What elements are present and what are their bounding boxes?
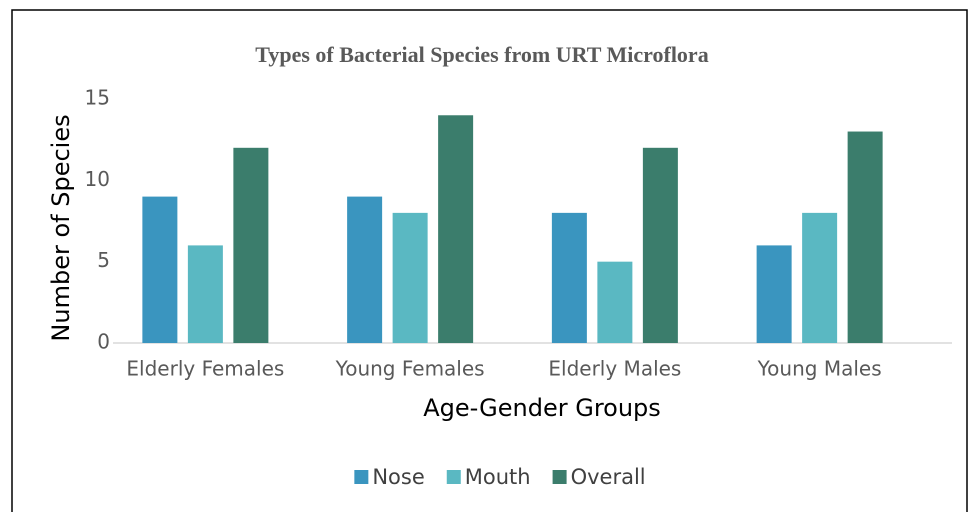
x-tick-label: Elderly Males xyxy=(548,357,681,381)
legend-swatch xyxy=(552,470,567,484)
y-tick-label: 10 xyxy=(85,167,110,191)
legend-label: Nose xyxy=(372,465,424,489)
x-tick-label: Young Males xyxy=(757,357,882,381)
bar xyxy=(642,147,678,343)
bar xyxy=(142,196,178,343)
y-axis-title: Number of Species xyxy=(47,114,75,341)
bar xyxy=(551,212,587,343)
bar xyxy=(233,147,269,343)
bar xyxy=(847,131,883,343)
x-axis-title: Age-Gender Groups xyxy=(423,394,661,422)
bar xyxy=(597,261,633,343)
bar xyxy=(347,196,383,343)
bar xyxy=(756,245,792,343)
legend-label: Overall xyxy=(571,465,646,489)
legend-swatch xyxy=(446,470,461,484)
y-tick-label: 5 xyxy=(97,248,110,272)
x-tick-label: Young Females xyxy=(335,357,485,381)
x-tick-label: Elderly Females xyxy=(126,357,284,381)
chart-title: Types of Bacterial Species from URT Micr… xyxy=(255,42,708,67)
bar xyxy=(802,212,838,343)
bar xyxy=(187,245,223,343)
y-tick-label: 0 xyxy=(97,330,110,354)
legend-label: Mouth xyxy=(465,465,531,489)
bar xyxy=(438,115,474,344)
legend-swatch xyxy=(354,470,369,484)
bar xyxy=(392,212,428,343)
y-tick-label: 15 xyxy=(85,86,110,110)
